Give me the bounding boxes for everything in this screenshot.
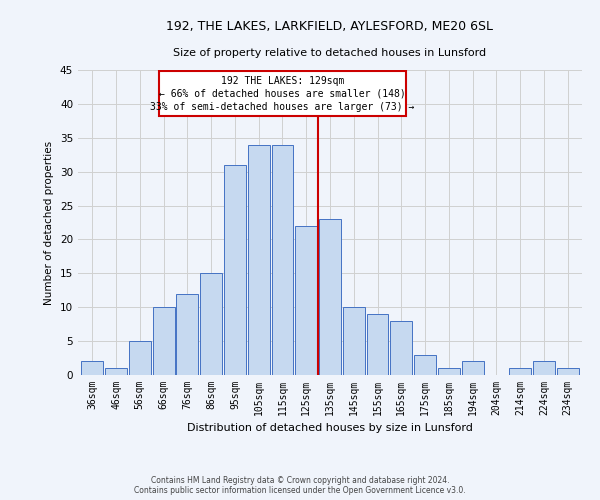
Bar <box>414 354 436 375</box>
Bar <box>176 294 198 375</box>
Bar <box>367 314 388 375</box>
Text: Size of property relative to detached houses in Lunsford: Size of property relative to detached ho… <box>173 48 487 58</box>
Bar <box>391 321 412 375</box>
Bar <box>295 226 317 375</box>
Bar <box>152 307 175 375</box>
Text: Contains HM Land Registry data © Crown copyright and database right 2024.
Contai: Contains HM Land Registry data © Crown c… <box>134 476 466 495</box>
Bar <box>200 274 222 375</box>
Bar <box>272 144 293 375</box>
Text: 192 THE LAKES: 129sqm: 192 THE LAKES: 129sqm <box>221 76 344 86</box>
Bar <box>438 368 460 375</box>
Bar <box>462 362 484 375</box>
Bar <box>343 307 365 375</box>
Bar <box>319 219 341 375</box>
Bar <box>105 368 127 375</box>
X-axis label: Distribution of detached houses by size in Lunsford: Distribution of detached houses by size … <box>187 424 473 434</box>
Bar <box>533 362 555 375</box>
Y-axis label: Number of detached properties: Number of detached properties <box>44 140 55 304</box>
Bar <box>224 165 246 375</box>
Bar <box>248 144 269 375</box>
Bar <box>129 341 151 375</box>
Text: 192, THE LAKES, LARKFIELD, AYLESFORD, ME20 6SL: 192, THE LAKES, LARKFIELD, AYLESFORD, ME… <box>167 20 493 33</box>
Text: ← 66% of detached houses are smaller (148): ← 66% of detached houses are smaller (14… <box>159 88 406 99</box>
Bar <box>82 362 103 375</box>
Bar <box>509 368 531 375</box>
FancyBboxPatch shape <box>159 72 406 116</box>
Text: 33% of semi-detached houses are larger (73) →: 33% of semi-detached houses are larger (… <box>150 102 415 112</box>
Bar <box>557 368 578 375</box>
